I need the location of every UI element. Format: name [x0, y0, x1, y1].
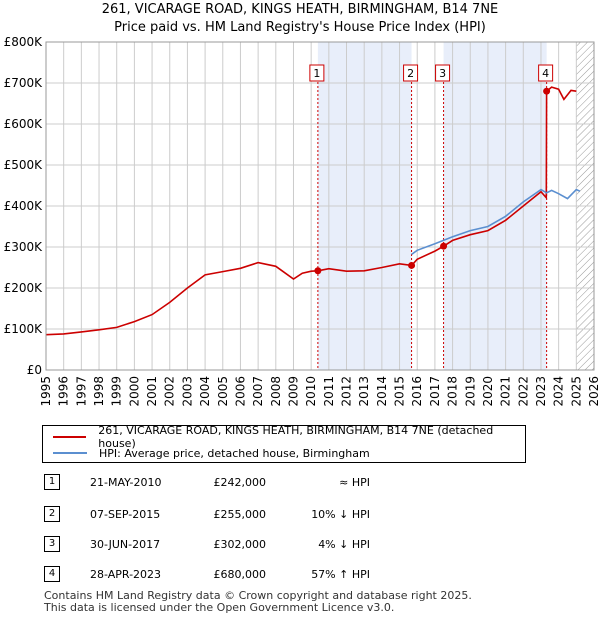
x-tick-label: 2007 — [251, 376, 265, 407]
x-tick-label: 2013 — [357, 376, 371, 407]
transaction-number: 3 — [44, 536, 60, 552]
x-tick-label: 2011 — [322, 376, 336, 407]
sale-point — [408, 261, 416, 269]
x-tick-label: 2000 — [127, 376, 141, 407]
footer-licence: This data is licensed under the Open Gov… — [44, 601, 395, 614]
x-tick-label: 2006 — [233, 376, 247, 407]
sale-number-box — [435, 64, 451, 82]
x-tick-label: 1996 — [57, 376, 71, 407]
footer-copyright: Contains HM Land Registry data © Crown c… — [44, 589, 472, 602]
x-tick-label: 2004 — [198, 376, 212, 407]
transaction-hpi: 4% ↓ HPI — [318, 538, 370, 551]
transaction-date: 28-APR-2023 — [90, 568, 162, 581]
y-tick-label: £500K — [4, 158, 44, 172]
x-tick-label: 2016 — [410, 376, 424, 407]
x-tick-label: 2014 — [375, 376, 389, 407]
transaction-number: 4 — [44, 566, 60, 582]
sale-number-label: 4 — [542, 67, 549, 80]
x-tick-label: 2021 — [499, 376, 513, 407]
x-tick-label: 2002 — [163, 376, 177, 407]
legend-property-label: 261, VICARAGE ROAD, KINGS HEATH, BIRMING… — [98, 424, 494, 450]
transaction-hpi: ≈ HPI — [339, 476, 370, 489]
legend-item-property: 261, VICARAGE ROAD, KINGS HEATH, BIRMING… — [53, 424, 525, 450]
transaction-price: £255,000 — [213, 508, 267, 521]
property-line-swatch — [53, 436, 87, 438]
legend-hpi-label: HPI: Average price, detached house, Birm… — [99, 446, 370, 460]
y-tick-label: £800K — [4, 35, 44, 49]
sale-number-box — [403, 64, 419, 82]
chart-subtitle: Price paid vs. HM Land Registry's House … — [114, 20, 486, 35]
x-tick-label: 1999 — [110, 376, 124, 407]
x-tick-label: 2018 — [446, 376, 460, 407]
sale-point — [440, 242, 448, 250]
transaction-price: £302,000 — [213, 538, 267, 551]
chart-title: 261, VICARAGE ROAD, KINGS HEATH, BIRMING… — [101, 2, 499, 17]
transaction-price: £242,000 — [213, 476, 267, 489]
legend-item-hpi: HPI: Average price, detached house, Birm… — [53, 445, 370, 461]
x-tick-label: 2026 — [587, 376, 600, 407]
sale-number-box — [309, 64, 325, 82]
y-tick-label: £700K — [4, 76, 44, 90]
x-tick-label: 2023 — [534, 376, 548, 407]
transaction-number: 2 — [44, 506, 60, 522]
x-tick-label: 2015 — [393, 376, 407, 407]
x-tick-label: 1998 — [92, 376, 106, 407]
x-tick-label: 2017 — [428, 376, 442, 407]
x-tick-label: 2024 — [552, 376, 566, 407]
hpi-line-swatch — [53, 452, 87, 454]
transaction-date: 30-JUN-2017 — [90, 538, 161, 551]
x-tick-label: 2005 — [216, 376, 230, 407]
y-tick-label: £0 — [27, 363, 42, 377]
sale-point — [543, 87, 551, 95]
y-tick-label: £600K — [4, 117, 44, 131]
x-tick-label: 2019 — [463, 376, 477, 407]
transaction-hpi: 57% ↑ HPI — [311, 568, 370, 581]
transaction-hpi: 10% ↓ HPI — [311, 508, 370, 521]
plot-border — [45, 41, 595, 371]
property-price-line — [45, 86, 577, 336]
sale-number-label: 2 — [407, 67, 414, 80]
x-tick-label: 2008 — [269, 376, 283, 407]
y-tick-label: £300K — [4, 240, 44, 254]
x-tick-label: 1995 — [39, 376, 53, 407]
x-tick-label: 2012 — [340, 376, 354, 407]
x-tick-label: 2003 — [180, 376, 194, 407]
transaction-price: £680,000 — [213, 568, 267, 581]
x-tick-label: 2001 — [145, 376, 159, 407]
price-chart: £0 £100K £200K £300K £400K £500K £600K £700K £80… — [4, 35, 600, 407]
x-tick-label: 2022 — [516, 376, 530, 407]
transaction-date: 07-SEP-2015 — [90, 508, 161, 521]
sale-point — [314, 267, 322, 275]
x-tick-label: 2010 — [304, 376, 318, 407]
transaction-number: 1 — [44, 474, 60, 490]
legend: 261, VICARAGE ROAD, KINGS HEATH, BIRMING… — [42, 424, 526, 463]
sale-number-label: 1 — [313, 67, 320, 80]
x-tick-label: 2025 — [569, 376, 583, 407]
x-tick-label: 2020 — [481, 376, 495, 407]
hpi-line — [411, 188, 581, 256]
x-tick-label: 2009 — [286, 376, 300, 407]
y-tick-label: £200K — [4, 281, 44, 295]
transaction-date: 21-MAY-2010 — [90, 476, 162, 489]
y-tick-label: £400K — [4, 199, 44, 213]
y-tick-label: £100K — [4, 322, 44, 336]
x-tick-label: 1997 — [74, 376, 88, 407]
sale-number-box — [538, 64, 554, 82]
sale-number-label: 3 — [439, 67, 446, 80]
